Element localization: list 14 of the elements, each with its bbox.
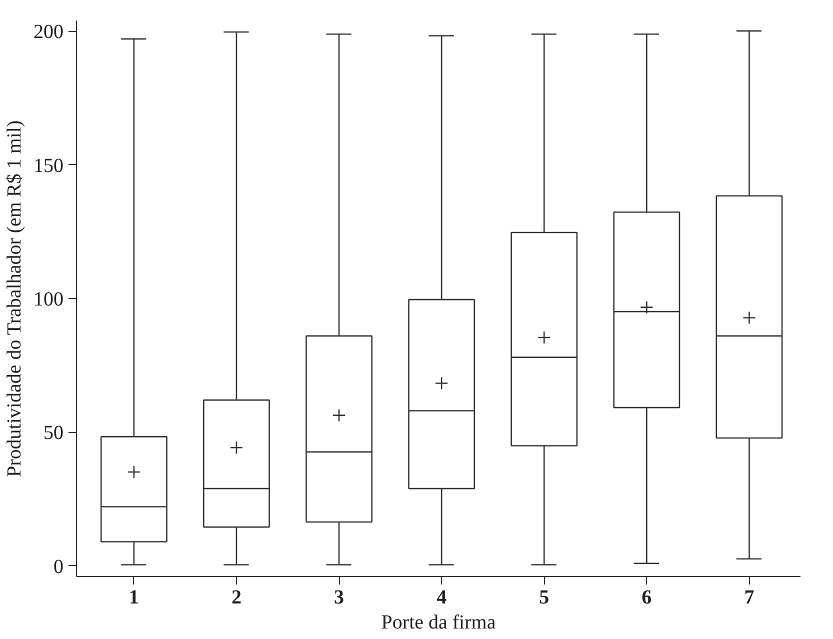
y-axis-title: Produtividade do Trabalhador (em R$ 1 mil) bbox=[4, 120, 26, 477]
y-tick-label: 200 bbox=[34, 21, 64, 44]
y-tick-label: 100 bbox=[34, 288, 64, 310]
x-tick-label: 3 bbox=[334, 586, 344, 608]
y-tick-label: 150 bbox=[34, 154, 64, 177]
x-tick-label: 5 bbox=[539, 586, 550, 608]
y-tick-label: 0 bbox=[54, 556, 64, 578]
x-tick-label: 6 bbox=[642, 586, 652, 608]
x-tick-label: 4 bbox=[436, 586, 447, 608]
x-tick-label: 7 bbox=[744, 586, 754, 608]
x-axis-title: Porte da firma bbox=[381, 612, 496, 634]
x-tick-label: 2 bbox=[231, 586, 242, 608]
x-tick-label: 1 bbox=[128, 586, 139, 608]
y-tick-label: 50 bbox=[44, 422, 64, 444]
